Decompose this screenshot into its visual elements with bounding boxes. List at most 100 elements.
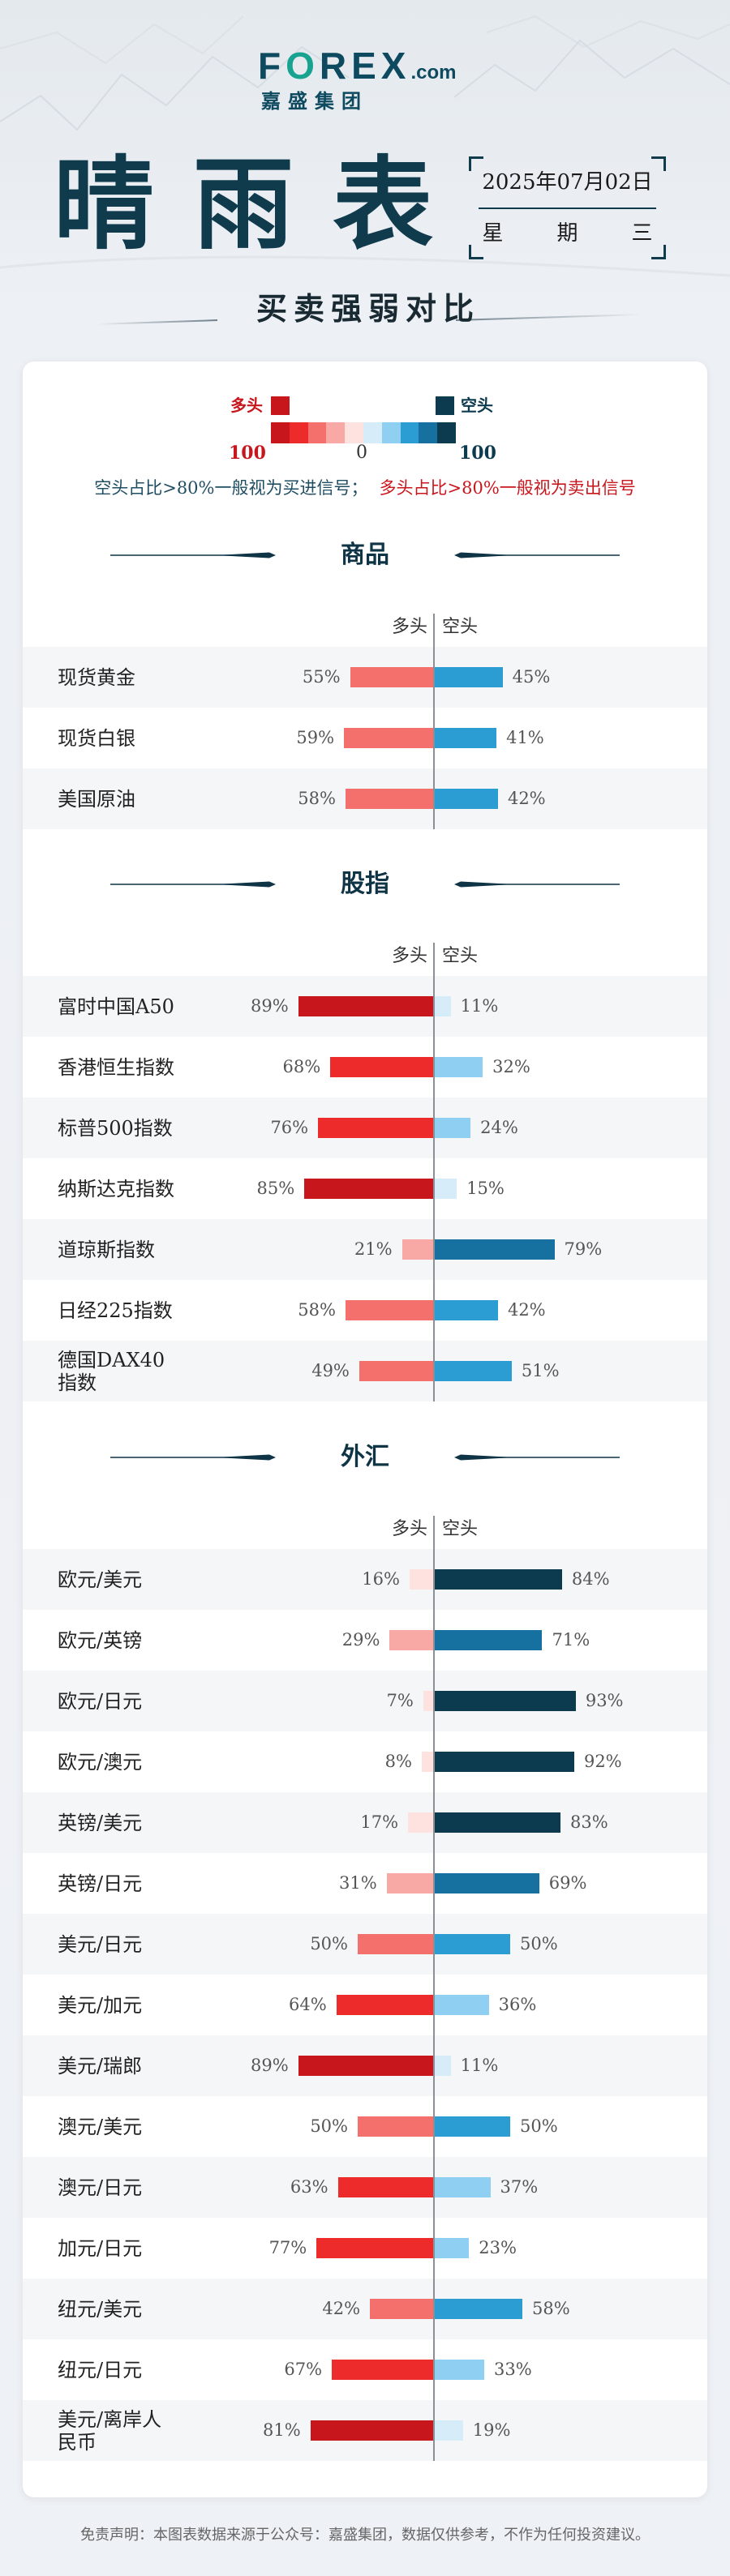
- table-row: 澳元/美元 50% 50%: [23, 2096, 707, 2157]
- row-label: 标普500指数: [58, 1116, 173, 1140]
- weekday-text: 星期三: [482, 221, 706, 246]
- row-label: 纽元/美元: [58, 2297, 143, 2321]
- column-header-long: 多头: [391, 1519, 427, 1539]
- signal-notes: 空头占比>80%一般视为买进信号； 多头占比>80%一般视为卖出信号: [0, 477, 730, 499]
- pct-short-label: 83%: [570, 1812, 608, 1832]
- bar-short: [434, 1995, 489, 2015]
- column-header-long: 多头: [391, 617, 427, 637]
- pct-short-label: 71%: [552, 1630, 590, 1650]
- pct-short-label: 37%: [500, 2177, 539, 2197]
- section-title: 外汇: [341, 1443, 389, 1471]
- pct-short-label: 32%: [492, 1057, 530, 1076]
- pct-long-label: 85%: [256, 1179, 295, 1198]
- section-title-decoration-left: [110, 552, 276, 558]
- corner-bracket: [469, 156, 483, 171]
- bar-long: [386, 1873, 434, 1893]
- legend-scale-segment: [289, 422, 308, 443]
- bar-long: [318, 1118, 434, 1138]
- legend-scale-segment: [326, 422, 346, 443]
- bar-short: [434, 2116, 510, 2137]
- background-chart-decoration: [0, 15, 730, 277]
- bar-short: [434, 1300, 498, 1320]
- bar-long: [423, 1691, 434, 1711]
- section-title-decoration-right: [454, 881, 620, 888]
- bar-long: [359, 1361, 434, 1381]
- row-label: 美元/日元: [58, 1932, 143, 1956]
- section-title-decoration-right: [454, 1454, 620, 1461]
- bar-short: [434, 1873, 539, 1893]
- bar-short: [434, 1691, 576, 1711]
- bar-short: [434, 2420, 463, 2441]
- row-label: 欧元/英镑: [58, 1628, 143, 1652]
- legend-long-swatch: [271, 396, 290, 415]
- pct-long-label: 17%: [360, 1812, 399, 1832]
- pct-long-label: 58%: [298, 789, 336, 808]
- legend-scale-right: 100: [459, 443, 496, 464]
- pct-long-label: 67%: [284, 2360, 323, 2379]
- table-row: 欧元/日元 7% 93%: [23, 1671, 707, 1731]
- page-title: 晴雨表: [54, 147, 473, 263]
- pct-short-label: 19%: [472, 2420, 511, 2440]
- bar-short: [434, 1569, 562, 1590]
- row-label: 道琼斯指数: [58, 1238, 155, 1261]
- row-label: 现货黄金: [58, 665, 135, 689]
- bar-short: [434, 2360, 485, 2380]
- pct-long-label: 49%: [311, 1361, 350, 1380]
- bar-short: [434, 1239, 555, 1260]
- row-label: 富时中国A50: [58, 995, 174, 1018]
- bar-short: [434, 789, 498, 809]
- legend-short-swatch: [436, 396, 454, 415]
- bar-short: [434, 2177, 491, 2197]
- bar-long: [298, 2056, 434, 2076]
- legend-scale-center: 0: [356, 443, 367, 463]
- bar-long: [389, 1630, 434, 1650]
- pct-short-label: 92%: [583, 1752, 622, 1771]
- table-row: 美元/加元 64% 36%: [23, 1975, 707, 2035]
- subtitle-container: 买卖强弱对比: [0, 289, 730, 335]
- section-rows: 欧元/美元 16% 84% 欧元/英镑 29% 71% 欧元/日元 7% 93% 欧元/澳元 8% 9…: [23, 1549, 707, 2461]
- bar-short: [434, 728, 497, 748]
- pct-long-label: 42%: [322, 2299, 361, 2318]
- pct-short-label: 42%: [507, 789, 546, 808]
- bar-long: [370, 2299, 434, 2319]
- table-row: 英镑/美元 17% 83%: [23, 1792, 707, 1853]
- pct-long-label: 29%: [341, 1630, 380, 1650]
- bar-long: [409, 1569, 434, 1590]
- row-label: 纳斯达克指数: [58, 1177, 174, 1200]
- table-row: 澳元/日元 63% 37%: [23, 2157, 707, 2218]
- logo-letter: F: [258, 45, 286, 87]
- bar-long: [336, 1995, 434, 2015]
- row-label: 美国原油: [58, 787, 135, 811]
- pct-short-label: 45%: [512, 667, 551, 687]
- pct-short-label: 36%: [498, 1995, 537, 2014]
- table-row: 欧元/英镑 29% 71%: [23, 1610, 707, 1671]
- row-label: 欧元/美元: [58, 1568, 143, 1591]
- row-label: 现货白银: [58, 726, 135, 750]
- logo-letter-o: O: [286, 45, 320, 87]
- pct-short-label: 33%: [494, 2360, 532, 2379]
- pct-long-label: 50%: [310, 2116, 348, 2136]
- table-row: 欧元/澳元 8% 92%: [23, 1731, 707, 1792]
- section-title-decoration-right: [454, 552, 620, 558]
- table-row: 美元/离岸人民币 81% 19%: [23, 2400, 707, 2461]
- legend-long-label: 多头: [230, 396, 263, 415]
- table-row: 纳斯达克指数 85% 15%: [23, 1158, 707, 1219]
- section-title: 商品: [341, 541, 389, 569]
- pct-long-label: 68%: [282, 1057, 321, 1076]
- bar-short: [434, 1934, 510, 1954]
- section-title: 股指: [341, 870, 389, 898]
- pct-long-label: 58%: [298, 1300, 336, 1320]
- pct-long-label: 64%: [289, 1995, 327, 2014]
- bar-long: [337, 2177, 434, 2197]
- legend-short-label: 空头: [461, 396, 493, 415]
- bar-short: [434, 1057, 483, 1077]
- bar-short: [434, 667, 503, 687]
- bar-long: [358, 1934, 434, 1954]
- table-row: 现货白银 59% 41%: [23, 708, 707, 768]
- pct-long-label: 59%: [296, 728, 335, 747]
- pct-long-label: 89%: [251, 996, 289, 1016]
- table-row: 道琼斯指数 21% 79%: [23, 1219, 707, 1280]
- weekday-container: 星期三: [469, 219, 666, 250]
- bar-long: [330, 1057, 434, 1077]
- pct-short-label: 41%: [506, 728, 544, 747]
